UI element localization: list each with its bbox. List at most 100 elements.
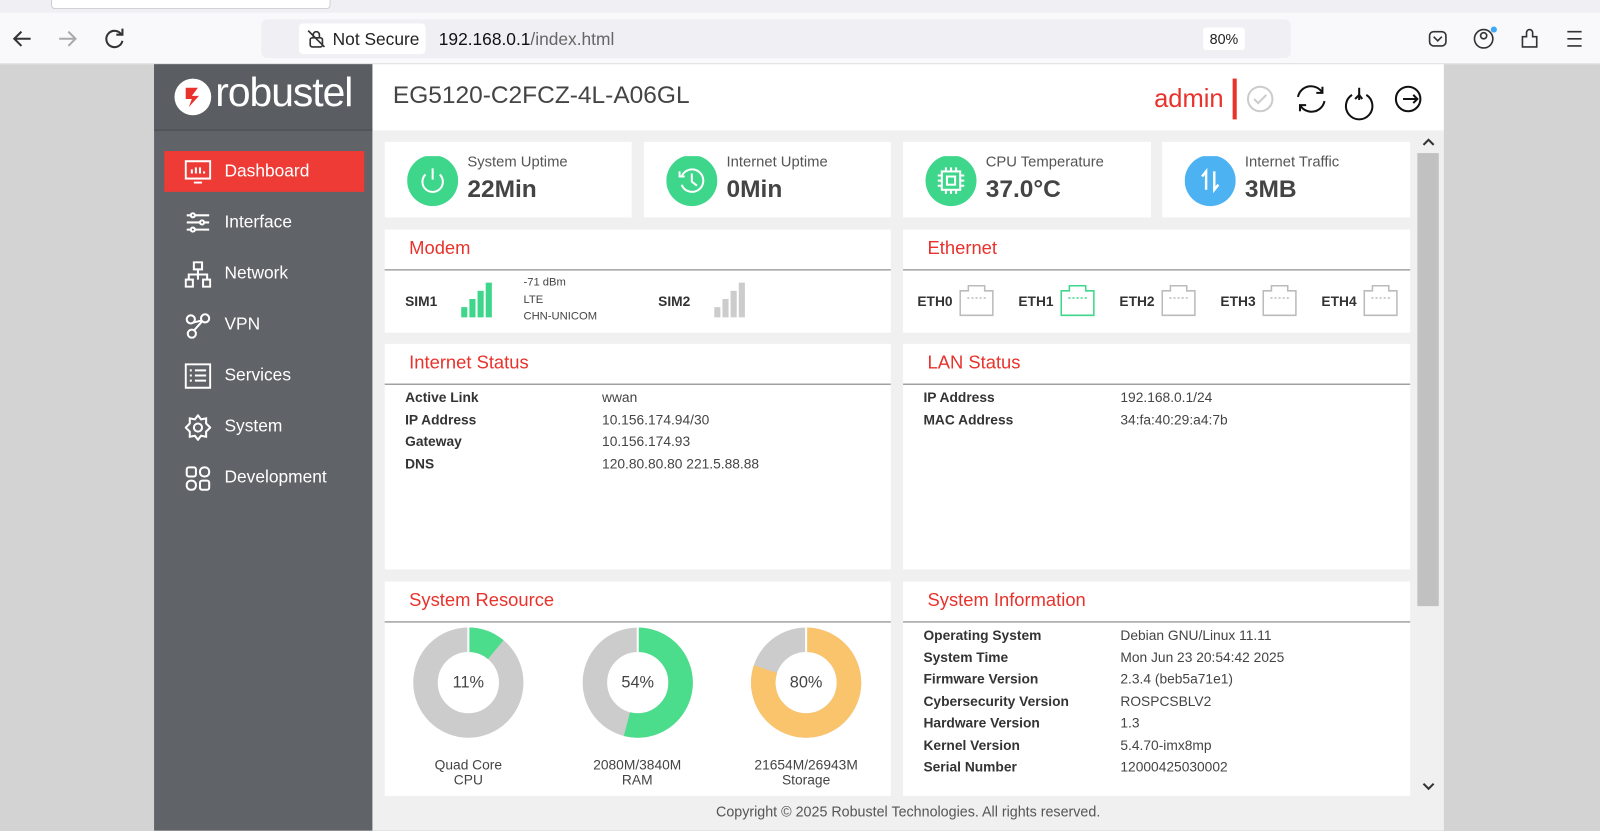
- tab-strip: [0, 0, 1600, 13]
- user[interactable]: admin: [1154, 84, 1224, 114]
- sim-label: SIM2: [658, 293, 691, 310]
- nav-icon: [184, 160, 212, 184]
- url: 192.168.0.1/index.html: [439, 30, 615, 50]
- scroll-thumb[interactable]: [1417, 153, 1439, 607]
- port-icon: [1262, 284, 1297, 317]
- port-shape: [1060, 284, 1095, 317]
- stat-value: 0Min: [726, 175, 783, 204]
- divider: [903, 621, 1411, 623]
- donut: 11%: [413, 627, 524, 738]
- stat-label: System Uptime: [467, 154, 568, 171]
- address-bar[interactable]: Not Secure 192.168.0.1/index.html 80%: [261, 19, 1291, 59]
- stat-card: System Uptime 22Min: [384, 141, 632, 218]
- nav-item[interactable]: Development: [164, 457, 364, 498]
- resource-name: Storage: [781, 772, 831, 788]
- port-icon: [1161, 284, 1196, 317]
- system-information-card: System Information Operating System Debian…: [903, 581, 1411, 796]
- stat-card: Internet Traffic 3MB: [1162, 141, 1411, 218]
- row-key: Operating System: [923, 627, 1042, 643]
- row-value: wwan: [602, 389, 638, 406]
- row-key: IP Address: [923, 389, 995, 406]
- tab[interactable]: [51, 0, 331, 10]
- toolbar: Not Secure 192.168.0.1/index.html 80%: [0, 12, 1600, 65]
- row-value: 5.4.70-imx8mp: [1120, 737, 1212, 753]
- stat-label: Internet Uptime: [726, 154, 828, 171]
- port-shape: [1363, 284, 1398, 317]
- system-resource-card: System Resource 11% Quad Core CPU 54% 2080M/3…: [384, 581, 891, 796]
- port-shape: [959, 284, 994, 317]
- card-title: Internet Status: [409, 352, 529, 373]
- row-key: DNS: [405, 455, 435, 471]
- row-value: ROSPCSBLV2: [1120, 693, 1212, 709]
- signal-bars: [461, 282, 492, 318]
- nav-label: Services: [224, 365, 292, 385]
- divider: [903, 269, 1411, 271]
- url-path: /index.html: [530, 29, 615, 49]
- nav-label: Dashboard: [224, 161, 310, 181]
- divider: [384, 621, 891, 623]
- nav-item[interactable]: Dashboard: [164, 151, 365, 192]
- divider: [903, 383, 1411, 385]
- scroll-arrows[interactable]: [1421, 135, 1435, 794]
- header: EG5120-C2FCZ-4L-A06GL admin: [372, 64, 1444, 131]
- row-value: 34:fa:40:29:a4:7b: [1120, 411, 1228, 428]
- card-title: System Resource: [409, 589, 555, 611]
- security-badge[interactable]: Not Secure: [298, 23, 426, 55]
- operator: CHN-UNICOM: [523, 310, 598, 323]
- port-label: ETH1: [1018, 293, 1054, 310]
- lan-status-card: LAN Status IP Address 192.168.0.1/24 MAC Ad…: [903, 343, 1411, 570]
- port-icon: [1060, 284, 1095, 317]
- row-key: System Time: [923, 649, 1009, 665]
- signal: -71 dBm: [523, 276, 566, 289]
- nav-label: Interface: [224, 212, 292, 232]
- sidebar: [154, 64, 373, 831]
- stat-label: Internet Traffic: [1244, 154, 1340, 171]
- resource-name: CPU: [453, 772, 483, 788]
- nav-item[interactable]: Network: [164, 253, 364, 294]
- stat-icon: [925, 156, 977, 207]
- nav-item[interactable]: Services: [164, 355, 364, 396]
- stat-icon: [666, 156, 718, 207]
- row-key: Hardware Version: [923, 715, 1040, 731]
- row-key: Kernel Version: [923, 737, 1020, 753]
- row-value: Mon Jun 23 20:54:42 2025: [1120, 649, 1285, 665]
- card-title: LAN Status: [927, 352, 1021, 373]
- row-value: 10.156.174.94/30: [602, 411, 710, 428]
- resource-detail: Quad Core: [434, 757, 503, 773]
- toolbar-icons: [12, 26, 1582, 51]
- nav-label: System: [224, 416, 283, 436]
- nav-icon: [184, 414, 212, 441]
- header-actions[interactable]: [1240, 74, 1424, 123]
- stat-card: Internet Uptime 0Min: [643, 141, 891, 218]
- nav-label: VPN: [224, 314, 261, 334]
- port-shape: [1161, 284, 1196, 317]
- row-key: MAC Address: [923, 411, 1014, 428]
- card-title: Ethernet: [927, 237, 997, 259]
- nav-icon: [184, 363, 212, 389]
- row-key: Serial Number: [923, 759, 1017, 775]
- resource-name: RAM: [621, 772, 653, 788]
- scrollbar[interactable]: [1417, 133, 1439, 796]
- donut: 80%: [751, 627, 862, 738]
- nav-item[interactable]: Interface: [164, 202, 364, 243]
- card-title: System Information: [927, 589, 1086, 611]
- nav-item[interactable]: VPN: [164, 304, 364, 345]
- nav-item[interactable]: System: [164, 406, 364, 447]
- nav-label: Network: [224, 263, 289, 283]
- row-value: 1.3: [1120, 715, 1140, 731]
- ethernet-card: Ethernet ETH0 ETH1 ETH2 ETH3 ETH4: [903, 229, 1411, 333]
- row-value: 12000425030002: [1120, 759, 1228, 775]
- device-name: EG5120-C2FCZ-4L-A06GL: [392, 81, 690, 110]
- stat-value: 37.0°C: [985, 175, 1061, 204]
- logo: robustel: [154, 64, 373, 131]
- row-value: 10.156.174.93: [602, 433, 691, 449]
- nav-icon: [185, 313, 211, 339]
- nav-icon: [185, 466, 211, 491]
- brand: robustel: [215, 70, 353, 116]
- zoom-level[interactable]: 80%: [1203, 27, 1245, 50]
- card-title: Modem: [409, 237, 471, 259]
- row-key: IP Address: [405, 411, 477, 428]
- row-key: Active Link: [405, 389, 479, 406]
